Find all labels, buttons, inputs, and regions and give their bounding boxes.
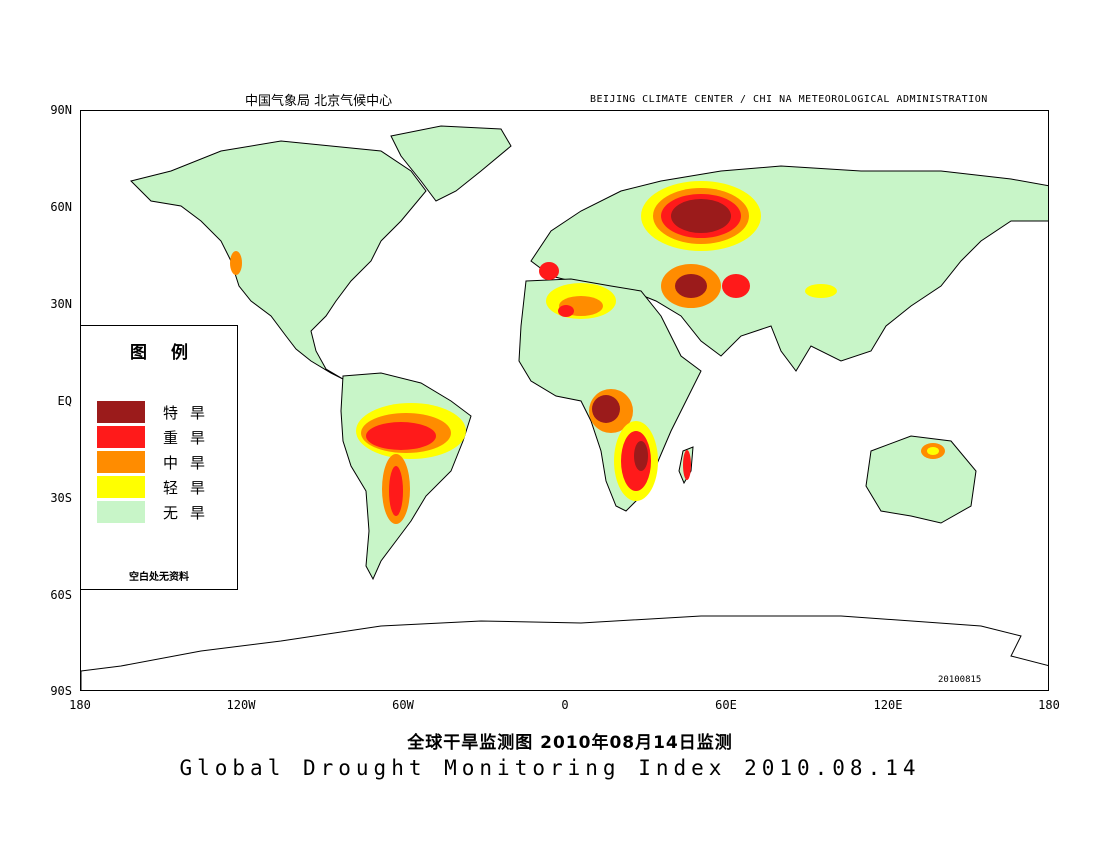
- legend-item-moderate: 中旱: [97, 451, 217, 473]
- header-cma-title: 中国气象局 北京气候中心: [245, 94, 393, 109]
- title-english: Global Drought Monitoring Index 2010.08.…: [179, 756, 921, 780]
- x-label-180e: 180: [1038, 698, 1060, 712]
- legend-label-light: 轻旱: [163, 478, 218, 497]
- world-drought-map: [80, 110, 1049, 691]
- map-canvas: [81, 125, 1048, 690]
- legend-title: 图例: [130, 343, 212, 363]
- y-label-30n: 30N: [50, 297, 72, 311]
- y-label-60s: 60S: [50, 588, 72, 602]
- australia: [865, 435, 977, 524]
- x-label-60w: 60W: [392, 698, 414, 712]
- x-label-0: 0: [561, 698, 569, 712]
- title-chinese: 全球干旱监测图 2010年08月14日监测: [407, 733, 733, 753]
- y-label-90s: 90S: [50, 684, 72, 698]
- x-label-120w: 120W: [226, 698, 256, 712]
- legend-item-none: 无旱: [97, 501, 217, 523]
- legend-label-extreme: 特旱: [163, 403, 218, 422]
- y-label-eq: EQ: [57, 394, 72, 408]
- legend-swatch-severe: [97, 426, 145, 448]
- date-stamp: 20100815: [938, 675, 982, 685]
- x-label-180w: 180: [69, 698, 91, 712]
- header-bcc-title: BEIJING CLIMATE CENTER / CHI NA METEOROL…: [590, 94, 988, 105]
- legend-item-extreme: 特旱: [97, 401, 217, 423]
- legend-swatch-extreme: [97, 401, 145, 423]
- legend-label-severe: 重旱: [163, 428, 218, 447]
- y-label-90n: 90N: [50, 103, 72, 117]
- greenland: [390, 125, 512, 202]
- legend-label-none: 无旱: [163, 503, 218, 522]
- legend-label-moderate: 中旱: [163, 453, 218, 472]
- x-label-60e: 60E: [715, 698, 737, 712]
- legend-no-data-note: 空白处无资料: [129, 572, 189, 583]
- legend-swatch-light: [97, 476, 145, 498]
- x-label-120e: 120E: [873, 698, 903, 712]
- legend-item-light: 轻旱: [97, 476, 217, 498]
- legend-swatch-moderate: [97, 451, 145, 473]
- legend-swatch-none: [97, 501, 145, 523]
- y-label-30s: 30S: [50, 491, 72, 505]
- y-label-60n: 60N: [50, 200, 72, 214]
- antarctica: [81, 615, 1048, 690]
- legend-panel: 图例 特旱 重旱 中旱 轻旱 无旱 空白处无资料: [80, 325, 238, 590]
- legend-item-severe: 重旱: [97, 426, 217, 448]
- drought-areas: [230, 181, 945, 524]
